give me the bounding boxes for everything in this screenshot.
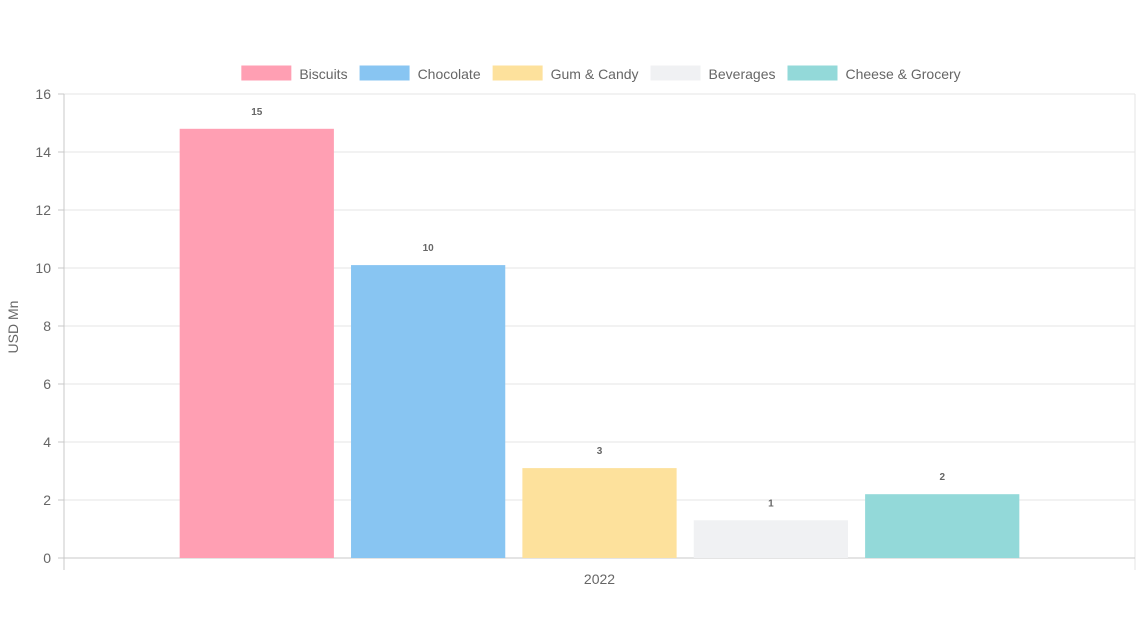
y-axis-title: USD Mn (5, 301, 21, 354)
legend-label-biscuits[interactable]: Biscuits (299, 66, 347, 82)
legend-swatch-beverages[interactable] (650, 65, 701, 81)
legend-label-chocolate[interactable]: Chocolate (418, 66, 481, 82)
data-label-beverages: 1 (768, 498, 774, 509)
legend-label-cheese-grocery[interactable]: Cheese & Grocery (845, 66, 960, 82)
data-label-biscuits: 15 (251, 107, 263, 118)
legend-swatch-cheese-grocery[interactable] (787, 65, 838, 81)
data-label-gum-candy: 3 (597, 446, 603, 457)
data-label-chocolate: 10 (423, 243, 435, 254)
bar-cheese-grocery (865, 494, 1020, 558)
legend-swatch-gum-candy[interactable] (492, 65, 543, 81)
y-tick-label: 4 (43, 434, 51, 450)
y-tick-label: 8 (43, 318, 51, 334)
y-tick-label: 6 (43, 376, 51, 392)
x-tick-label: 2022 (584, 571, 615, 587)
legend-swatch-biscuits[interactable] (241, 65, 292, 81)
legend-label-gum-candy[interactable]: Gum & Candy (551, 66, 639, 82)
bar-beverages (693, 520, 848, 558)
y-tick-label: 10 (35, 260, 51, 276)
legend: Biscuits Chocolate Gum & Candy Beverages Che… (241, 65, 961, 82)
y-tick-label: 12 (35, 202, 51, 218)
y-tick-label: 16 (35, 86, 51, 102)
y-tick-label: 0 (43, 550, 51, 566)
bars (179, 128, 1020, 559)
bar-chocolate (351, 265, 506, 558)
legend-label-beverages[interactable]: Beverages (709, 66, 776, 82)
data-label-cheese-grocery: 2 (939, 472, 945, 483)
y-tick-label: 2 (43, 492, 51, 508)
bar-biscuits (179, 128, 334, 559)
legend-swatch-chocolate[interactable] (359, 65, 410, 81)
data-labels: 15 10 3 1 2 (251, 107, 945, 509)
y-tick-label: 14 (35, 144, 51, 160)
bar-gum-candy (522, 468, 677, 558)
